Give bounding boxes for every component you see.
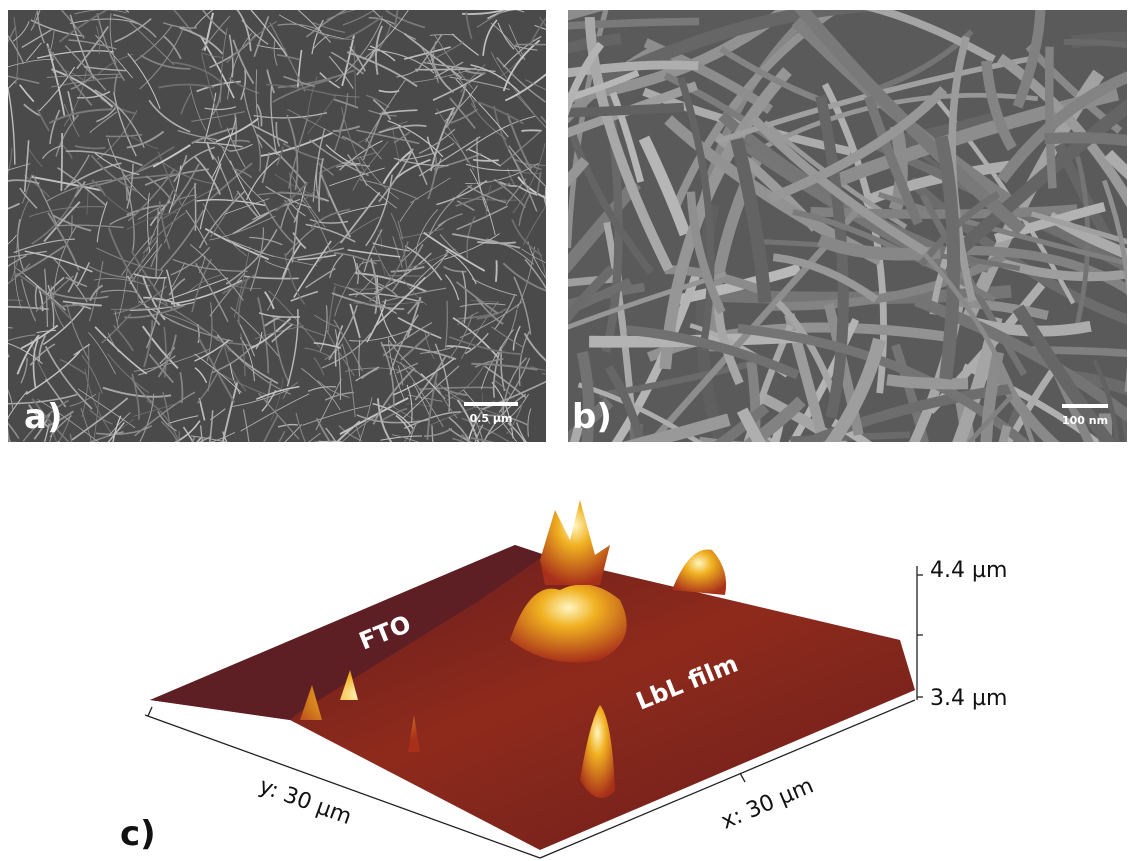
- fiber: [0, 330, 9, 358]
- fiber: [985, 426, 1007, 555]
- fiber: [549, 14, 567, 20]
- fiber: [874, 419, 1023, 631]
- fiber: [14, 447, 40, 459]
- fiber: [547, 107, 684, 113]
- fiber: [52, 441, 59, 479]
- x-axis-label: x: 30 µm: [718, 773, 818, 834]
- fiber: [0, 418, 9, 419]
- fiber: [22, 448, 51, 514]
- y-axis-label: y: 30 µm: [256, 774, 355, 830]
- fiber: [171, 442, 177, 474]
- fiber: [551, 347, 556, 366]
- fiber: [833, 447, 900, 644]
- fiber: [150, 438, 201, 492]
- fiber: [147, 447, 159, 474]
- fiber: [435, 445, 453, 495]
- z-tick-label: 3.4 µm: [930, 686, 1007, 711]
- fiber: [509, 443, 518, 505]
- fiber: [452, 438, 517, 472]
- scale-text: 0.5 µm: [470, 412, 513, 425]
- fiber: [1125, 406, 1129, 631]
- fiber: [319, 441, 386, 456]
- fiber: [552, 251, 555, 281]
- fiber: [403, 444, 431, 452]
- fiber: [699, 443, 875, 454]
- fiber: [496, 260, 497, 281]
- peak: [540, 500, 610, 585]
- fiber: [551, 143, 563, 186]
- peak: [672, 550, 726, 596]
- fiber: [0, 371, 8, 389]
- fiber: [511, 447, 519, 467]
- fiber: [0, 350, 3, 358]
- fiber: [0, 12, 7, 46]
- tick: [740, 773, 745, 782]
- fiber: [0, 446, 14, 448]
- z-tick-label: 4.4 µm: [930, 558, 1007, 583]
- fiber: [0, 442, 16, 461]
- page: {"panels": [ {"label": "a)", "scale_bar"…: [0, 0, 1129, 861]
- fiber: [101, 445, 146, 459]
- fiber: [546, 186, 547, 206]
- fiber: [556, 288, 564, 351]
- fiber: [1049, 47, 1052, 189]
- fiber: [887, 380, 968, 384]
- tick: [148, 707, 152, 716]
- panel-label: c): [120, 814, 156, 854]
- fiber: [61, 133, 62, 191]
- scale-bar: [464, 402, 518, 406]
- fiber: [487, 440, 525, 486]
- fiber: [415, 1, 435, 3]
- scale-bar: [1062, 404, 1108, 408]
- fiber: [547, 78, 555, 107]
- fiber: [521, 130, 541, 131]
- fiber: [179, 431, 180, 507]
- fiber: [268, 441, 342, 457]
- fiber: [361, 440, 371, 479]
- fiber: [512, 441, 516, 486]
- panel-label: b): [572, 397, 612, 437]
- fiber: [547, 99, 558, 123]
- fiber: [2, 157, 5, 195]
- fiber: [10, 440, 27, 480]
- fiber: [280, 445, 295, 503]
- figure: a) 0.5 µm b) 100 nm FTO LbL film 4.4 µm …: [0, 0, 1129, 861]
- fiber: [510, 443, 576, 450]
- fiber: [126, 442, 154, 465]
- fiber: [529, 1, 553, 3]
- scale-text: 100 nm: [1062, 414, 1108, 427]
- panel-label: a): [24, 397, 62, 437]
